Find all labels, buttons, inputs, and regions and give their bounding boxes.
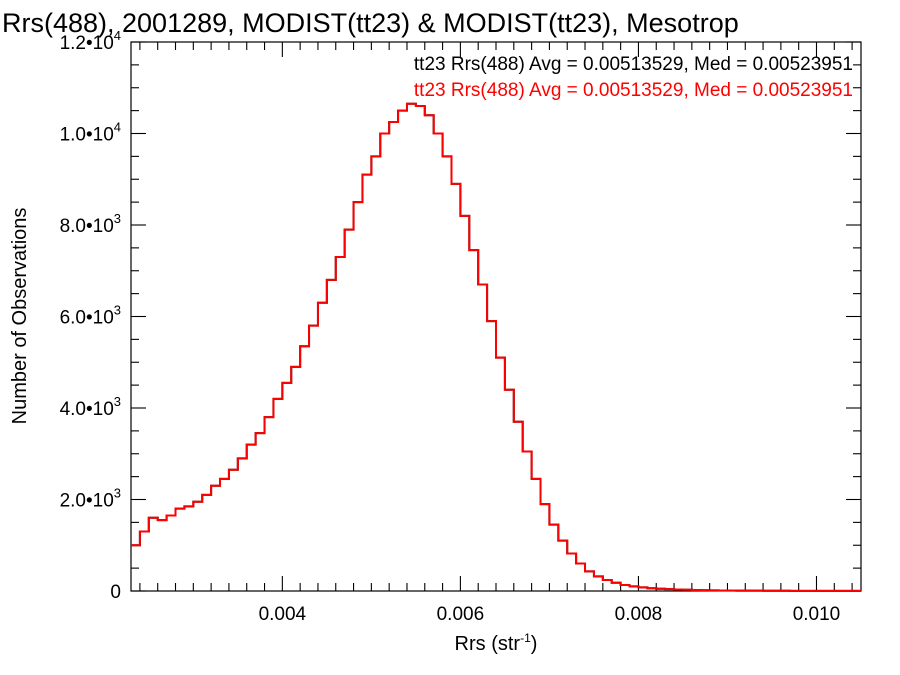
x-axis-label-close: ) <box>531 633 538 655</box>
histogram-series-2 <box>131 102 861 592</box>
y-tick-exponent: 4 <box>114 120 121 135</box>
x-axis-tick-labels: 0.004 0.006 0.008 0.010 <box>259 604 841 625</box>
x-axis-ticks <box>139 42 853 591</box>
y-axis-tick-labels: 02.0•1034.0•1036.0•1038.0•1031.0•1041.2•… <box>60 28 121 603</box>
x-tick-label: 0.004 <box>259 604 307 625</box>
y-tick-mantissa: 4.0•10 <box>60 399 114 420</box>
y-tick-label: 1.2•104 <box>60 28 121 54</box>
y-tick-label: 4.0•103 <box>60 394 121 420</box>
y-tick-mantissa: 1.0•10 <box>60 125 114 146</box>
chart-title: Rrs(488), 2001289, MODIST(tt23) & MODIST… <box>2 8 739 38</box>
legend-entry-1: tt23 Rrs(488) Avg = 0.00513529, Med = 0.… <box>414 54 853 75</box>
y-tick-label: 2.0•103 <box>60 486 121 512</box>
x-axis-label-superscript: -1 <box>520 631 531 645</box>
y-tick-exponent: 4 <box>114 28 121 43</box>
y-tick-mantissa: 0 <box>110 582 121 603</box>
y-tick-exponent: 3 <box>114 211 121 226</box>
y-tick-mantissa: 6.0•10 <box>60 308 114 329</box>
y-tick-label: 1.0•104 <box>60 120 121 146</box>
legend-entry-2: tt23 Rrs(488) Avg = 0.00513529, Med = 0.… <box>414 80 853 101</box>
y-tick-label: 6.0•103 <box>60 303 121 329</box>
x-axis-label: Rrs (str-1) <box>455 631 538 655</box>
y-tick-mantissa: 2.0•10 <box>60 491 114 512</box>
y-tick-exponent: 3 <box>114 486 121 501</box>
y-tick-label: 0 <box>110 582 121 603</box>
y-tick-label: 8.0•103 <box>60 211 121 237</box>
x-tick-label: 0.006 <box>437 604 485 625</box>
y-axis-ticks <box>131 41 861 592</box>
x-axis-label-main: Rrs (str <box>455 633 521 655</box>
y-tick-exponent: 3 <box>114 394 121 409</box>
y-tick-mantissa: 8.0•10 <box>60 216 114 237</box>
x-tick-label: 0.008 <box>615 604 663 625</box>
plot-frame <box>130 41 862 592</box>
y-tick-exponent: 3 <box>114 303 121 318</box>
x-tick-label: 0.010 <box>793 604 841 625</box>
series-group <box>131 102 861 592</box>
y-axis-label: Number of Observations <box>9 208 31 425</box>
y-tick-mantissa: 1.2•10 <box>60 33 114 54</box>
